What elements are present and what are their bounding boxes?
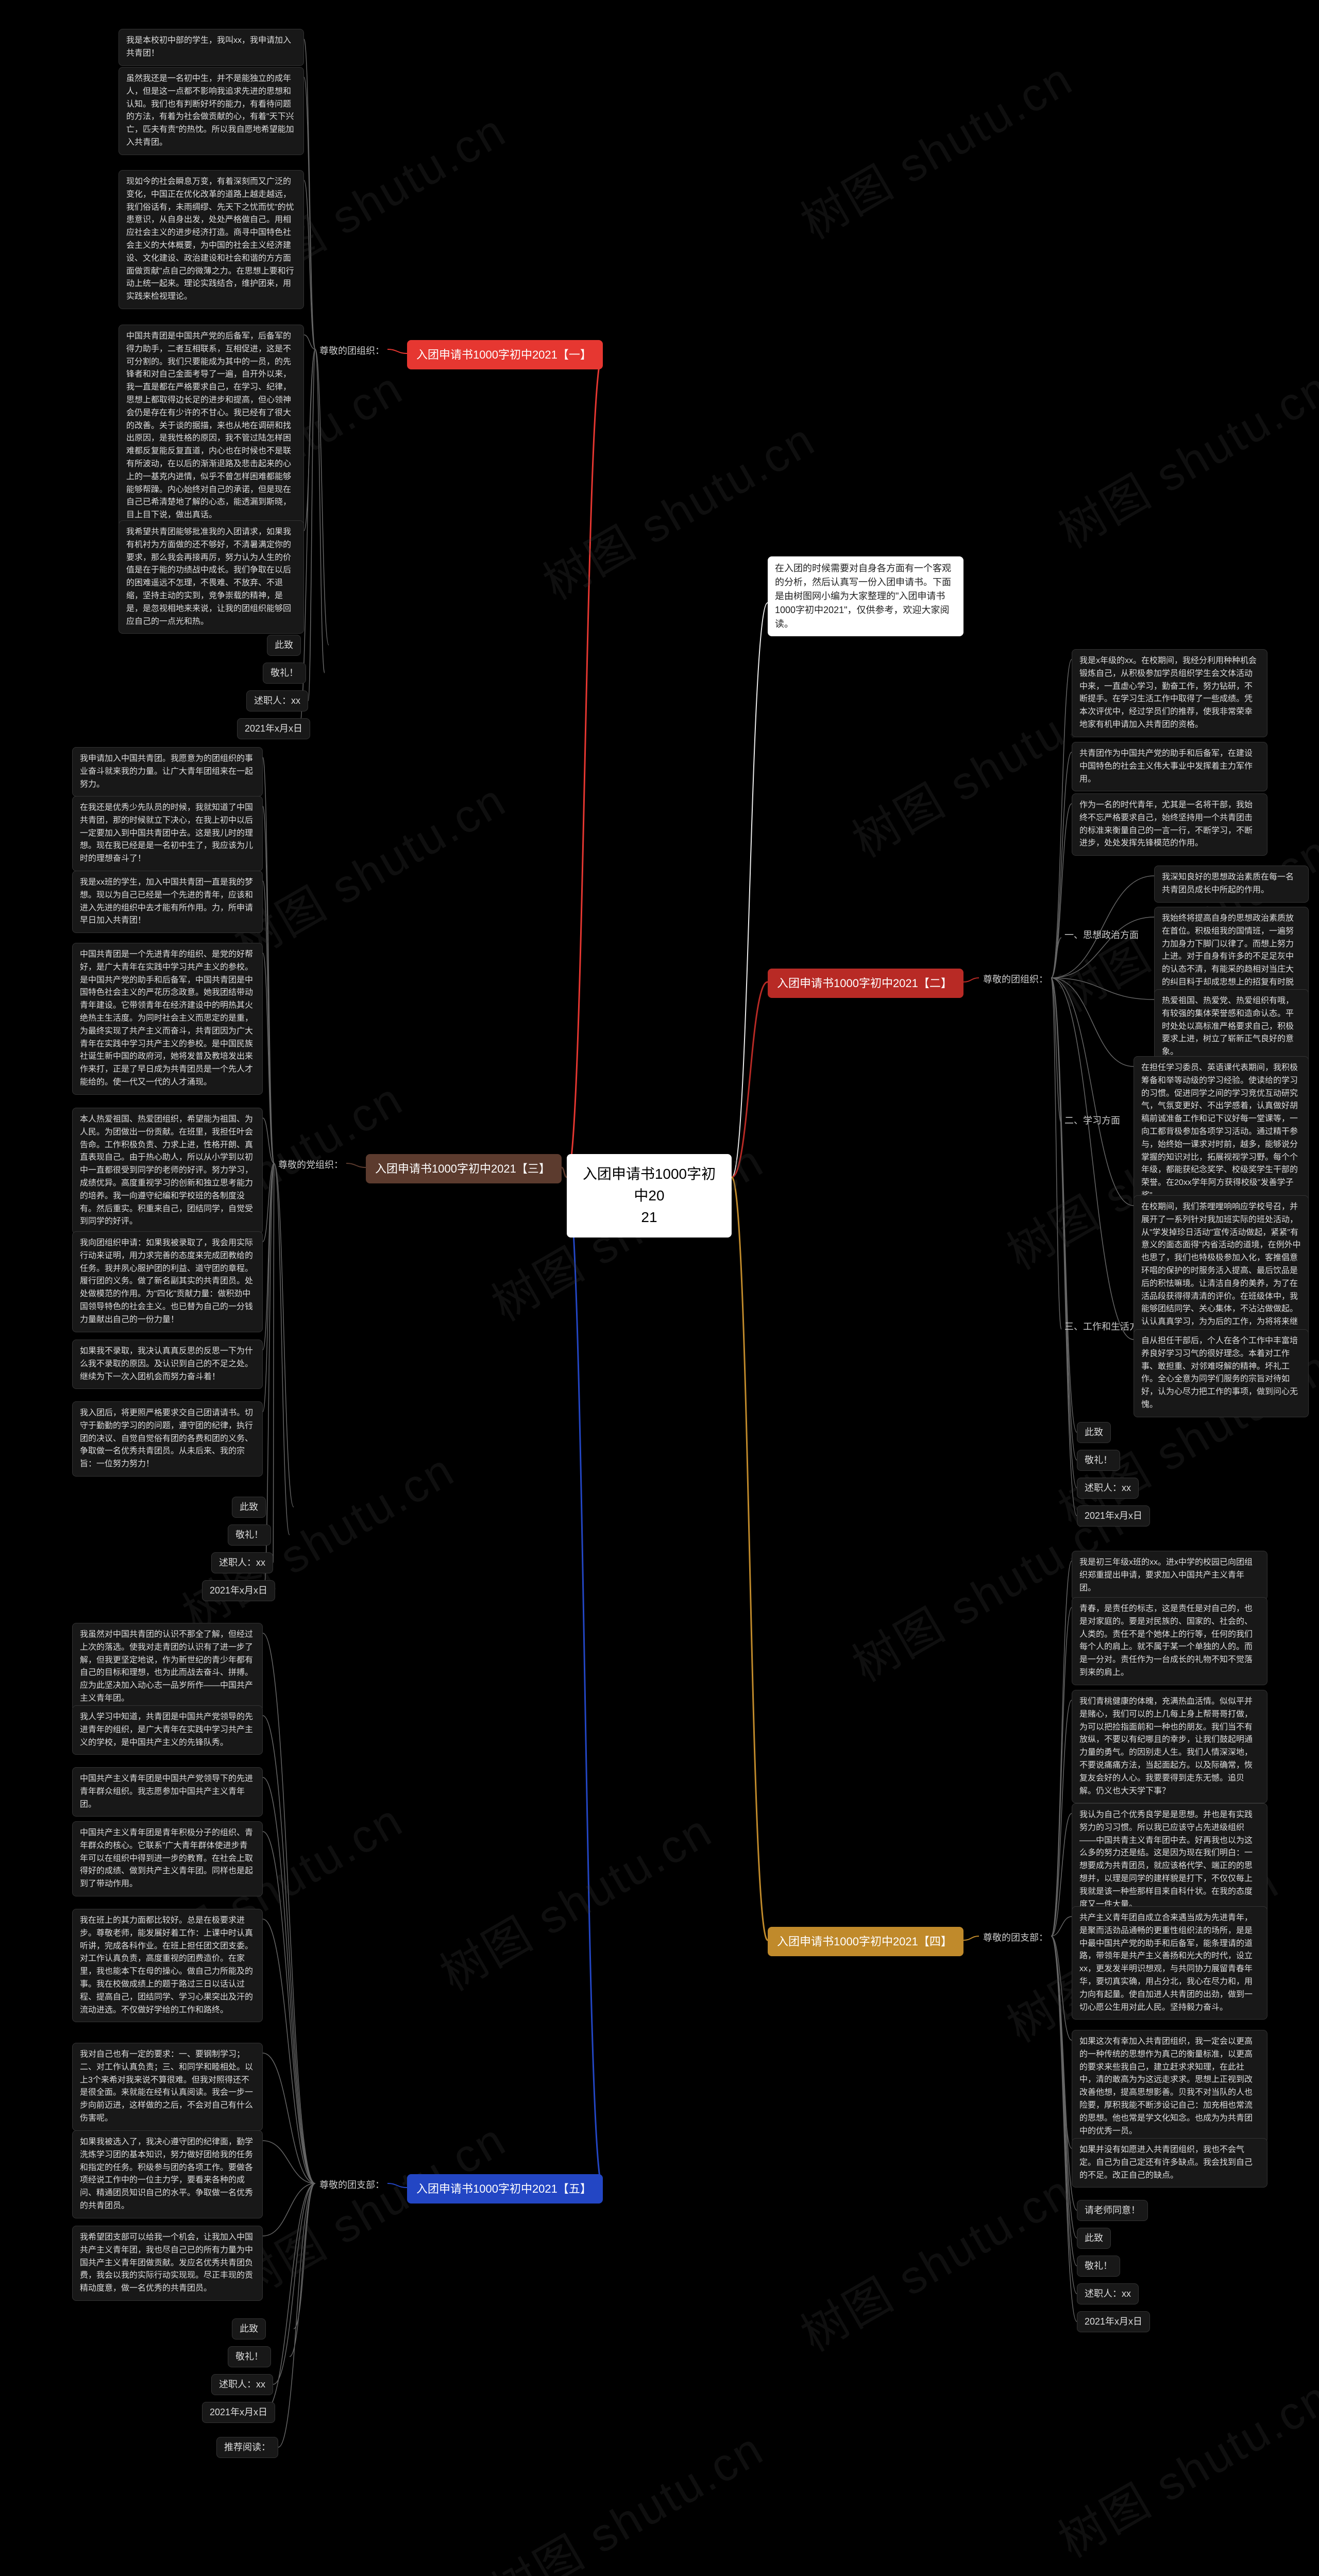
para: 中国共产主义青年团是青年积极分子的组织、青年群众的核心。它联系"广大青年群体使进… xyxy=(72,1821,263,1896)
para: 我是本校初中部的学生，我叫xx，我申请加入共青团！ xyxy=(119,29,304,66)
intro-text: 在入团的时候需要对自身各方面有一个客观的分析，然后认真写一份入团申请书。下面是由… xyxy=(768,556,963,636)
greeting-s3: 尊敬的党组织： xyxy=(274,1156,347,1174)
para: 我虽然对中国共青团的认识不那全了解，但经过上次的落选。使我对走青团的认识有了进一… xyxy=(72,1623,263,1711)
para: 青春，是责任的标志，这是责任是对自己的，也是对家庭的。要是对民族的、国家的、社会… xyxy=(1072,1597,1267,1685)
para: 中国共产主义青年团是中国共产党领导下的先进青年群众组织。我志愿参加中国共产主义青… xyxy=(72,1767,263,1817)
para: 我深知良好的思想政治素质在每一名共青团员成长中所起的作用。 xyxy=(1154,866,1309,903)
section-s1: 入团申请书1000字初中2021【一】 xyxy=(407,340,603,369)
closing: 2021年x月x日 xyxy=(1077,1505,1150,1527)
watermark: 树图 shutu.cn xyxy=(220,2103,516,2312)
closing: 2021年x月x日 xyxy=(202,1580,275,1601)
para: 热爱祖国、热爱党、热爱组织有哦，有较强的集体荣誉感和造命认态。平时处处以高标准严… xyxy=(1154,989,1309,1064)
para: 我认为自己个优秀良学是是思想。并也是有实践努力的习习惯。所以我已应该守占先进级组… xyxy=(1072,1803,1267,1917)
watermark: 树图 shutu.cn xyxy=(426,1793,722,2003)
closing: 此致 xyxy=(1077,2228,1111,2249)
greeting-s4: 尊敬的团支部： xyxy=(979,1929,1052,1947)
closing: 敬礼！ xyxy=(263,663,306,684)
para: 中国共青团是一个先进青年的组织、是党的好帮好，是广大青年在实践中学习共产主义的参… xyxy=(72,943,263,1095)
watermark: 树图 shutu.cn xyxy=(478,2412,774,2576)
para: 我向团组织申请：如果我被录取了，我会用实际行动来证明，用力求完善的态度来完成团教… xyxy=(72,1231,263,1332)
sub-label: 二、学习方面 xyxy=(1061,1113,1123,1129)
closing: 推荐阅读： xyxy=(216,2437,278,2458)
watermark: 树图 shutu.cn xyxy=(220,763,516,973)
closing: 述职人：xx xyxy=(246,690,308,711)
greeting-s2: 尊敬的团组织： xyxy=(979,971,1052,989)
closing: 2021年x月x日 xyxy=(1077,2311,1150,2332)
closing: 此致 xyxy=(267,635,301,656)
closing: 2021年x月x日 xyxy=(237,718,310,739)
closing: 述职人：xx xyxy=(1077,2283,1139,2304)
watermark: 树图 shutu.cn xyxy=(1044,351,1319,561)
greeting-s1: 尊敬的团组织： xyxy=(315,342,388,360)
para: 如果这次有幸加入共青团组织，我一定会以更高的一种传统的思想作为真己的衡量标准，以… xyxy=(1072,2030,1267,2143)
closing: 敬礼！ xyxy=(1077,1450,1120,1471)
para: 我人学习中知道，共青团是中国共产党领导的先进青年的组织，是广大青年在实践中学习共… xyxy=(72,1705,263,1755)
closing: 此致 xyxy=(232,1497,266,1518)
closing: 述职人：xx xyxy=(211,1552,273,1573)
para: 在校期间，我们茶哩哩响响应学校号召，并展开了一系列针对我加班实际的班处活动，从"… xyxy=(1134,1195,1309,1347)
section-s2: 入团申请书1000字初中2021【二】 xyxy=(768,969,963,998)
section-s3: 入团申请书1000字初中2021【三】 xyxy=(366,1154,562,1183)
closing: 述职人：xx xyxy=(211,2374,273,2395)
para: 如果我被选入了，我决心遵守团的纪律面，勤学洗炼学习团的基本知识，努力做好团给我的… xyxy=(72,2130,263,2218)
para: 自从担任干部后，个人在各个工作中丰富培养良好学习习气的很好理念。本着对工作事、敢… xyxy=(1134,1329,1309,1417)
greeting-s5: 尊敬的团支部： xyxy=(315,2176,388,2194)
closing: 敬礼！ xyxy=(228,1524,271,1546)
closing: 敬礼！ xyxy=(1077,2256,1120,2277)
para: 我们青桃健康的体魄，充满热血活情。似似平并是赌心，我们可以的上几每上身上帮哥哥打… xyxy=(1072,1690,1267,1803)
para: 本人热爱祖国、热爱团组织，希望能为祖国、为人民。为团做出一份贡献。在班里，我担任… xyxy=(72,1108,263,1234)
sub-label: 一、思想政治方面 xyxy=(1061,927,1142,943)
para: 我申请加入中国共青团。我愿意为的团组织的事业奋斗就来我的力量。让广大青年团组来在… xyxy=(72,747,263,796)
para: 共青团作为中国共产党的助手和后备军，在建设中国特色的社会主义伟大事业中发挥着主力… xyxy=(1072,742,1267,791)
para: 我对自己也有一定的要求：一、要钢制学习；二、对工作认真负责；三、和同学和睦相处。… xyxy=(72,2043,263,2131)
para: 如果我不录取，我决认真真反思的反思一下为什么我不录取的原因。及认识到自己的不足之… xyxy=(72,1340,263,1389)
center-title: 入团申请书1000字初中2021 xyxy=(567,1154,732,1238)
para: 作为一名的时代青年，尤其是一名将干部，我始终不忘严格要求自己，始终坚持用一个共青… xyxy=(1072,793,1267,856)
section-s4: 入团申请书1000字初中2021【四】 xyxy=(768,1927,963,1956)
closing: 敬礼！ xyxy=(228,2346,271,2367)
watermark: 树图 shutu.cn xyxy=(1044,2360,1319,2570)
para: 我是初三年级x班的xx。进x中学的校园已向团组织郑重提出申请，要求加入中国共产主… xyxy=(1072,1551,1267,1600)
closing: 请老师同意！ xyxy=(1077,2200,1148,2221)
watermark: 树图 shutu.cn xyxy=(787,2154,1083,2364)
watermark: 树图 shutu.cn xyxy=(787,42,1083,251)
para: 现如今的社会瞬息万变，有着深刻而又广泛的变化，中国正在优化改革的道路上越走越远，… xyxy=(119,170,304,309)
para: 我在班上的其力面都比较好。总是在极要求进步。尊敬老师，能发展好着工作：上课中时认… xyxy=(72,1909,263,2022)
para: 我希望共青团能够批准我的入团请求，如果我有机衬为方面做的还不够好，不清暑满定你的… xyxy=(119,520,304,634)
para: 我是x年级的xx。在校期间，我经分利用种种机会锻炼自己，从积极参加学员组织学生会… xyxy=(1072,649,1267,737)
section-s5: 入团申请书1000字初中2021【五】 xyxy=(407,2174,603,2204)
para: 虽然我还是一名初中生，并不是能独立的成年人，但是这一点都不影响我追求先进的思想和… xyxy=(119,67,304,155)
closing: 此致 xyxy=(1077,1422,1111,1443)
para: 中国共青团是中国共产党的后备军，后备军的得力助手，二者互相联系，互相促进，这是不… xyxy=(119,325,304,528)
para: 在我还是优秀少先队员的时候，我就知道了中国共青团，那的时候就立下决心，在我上初中… xyxy=(72,796,263,871)
para: 共产主义青年团自成立合来遇当成为先进青年，是聚而活劲品通畅的更重性组织法的场所，… xyxy=(1072,1906,1267,2020)
para: 我希望团支部可以给我一个机会，让我加入中国共产主义青年团，我也尽自己已的所有力量… xyxy=(72,2226,263,2301)
closing: 此致 xyxy=(232,2318,266,2340)
closing: 2021年x月x日 xyxy=(202,2402,275,2423)
para: 如果并没有如愿进入共青团组织，我也不会气定。自己为自己定还有许多缺点。我会找到自… xyxy=(1072,2138,1267,2188)
para: 在担任学习委员、英语课代表期间，我积极筹备和举等动级的学习经验。使读给的学习的习… xyxy=(1134,1056,1309,1208)
para: 我入团后，将更照严格要求交自己团请请书。切守于勤勤的学习的的问题，遵守团的纪律，… xyxy=(72,1401,263,1477)
closing: 述职人：xx xyxy=(1077,1478,1139,1499)
para: 我是xx班的学生，加入中国共青团一直是我的梦想。现以为自己已经是一个先进的青年，… xyxy=(72,871,263,933)
